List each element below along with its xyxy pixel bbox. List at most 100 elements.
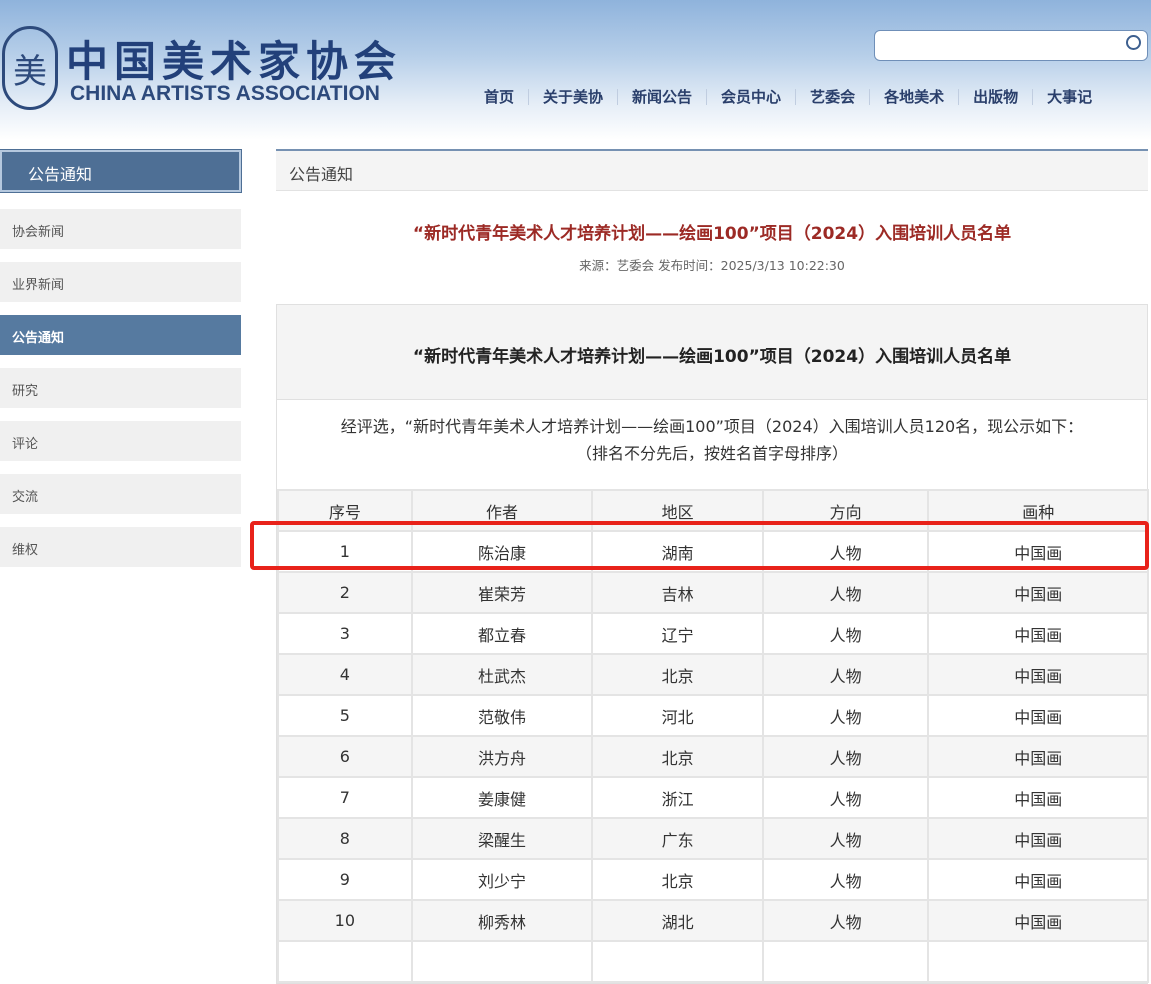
search-input[interactable]	[874, 30, 1148, 61]
table-cell: 人物	[761, 653, 930, 696]
table-cell: 人物	[761, 530, 930, 573]
table-cell: 中国画	[927, 571, 1149, 614]
logo-english[interactable]: CHINA ARTISTS ASSOCIATION	[70, 82, 380, 105]
table-row: 8 梁醒生 广东 人物 中国画	[277, 817, 1149, 860]
table-cell: 人物	[761, 899, 930, 942]
table-cell: 中国画	[927, 653, 1149, 696]
table-cell: 柳秀林	[410, 899, 594, 942]
table-cell: 人物	[761, 694, 930, 737]
site-header: 美 中国美术家协会 CHINA ARTISTS ASSOCIATION 首页 关于…	[0, 0, 1151, 140]
nav-separator	[795, 89, 797, 105]
table-row: 9 刘少宁 北京 人物 中国画	[277, 858, 1149, 901]
table-cell	[927, 940, 1149, 983]
table-cell: 辽宁	[591, 612, 764, 655]
nav-item[interactable]: 艺委会	[810, 88, 856, 106]
table-cell: 人物	[761, 817, 930, 860]
table-cell: 5	[277, 694, 413, 737]
nav-item[interactable]: 大事记	[1047, 88, 1093, 106]
table-row: 7 姜康健 浙江 人物 中国画	[277, 776, 1149, 819]
table-cell: 北京	[591, 858, 764, 901]
article-meta: 来源：艺委会 发布时间：2025/3/13 10:22:30	[579, 258, 845, 273]
table-cell: 中国画	[927, 858, 1149, 901]
candidate-table: 序号 作者 地区 方向 画种 1 陈治康 湖南 人物 中国画 2 崔荣芳 吉林 人物 中国画 3 都立春 辽宁 人物…	[277, 489, 1149, 983]
column-header: 方向	[761, 489, 930, 532]
table-cell: 北京	[591, 735, 764, 778]
table-cell: 4	[277, 653, 413, 696]
logo-chinese[interactable]: 中国美术家协会	[66, 37, 403, 86]
table-cell: 10	[277, 899, 413, 942]
table-cell: 梁醒生	[410, 817, 594, 860]
logo-emblem-icon[interactable]: 美	[2, 26, 58, 110]
table-cell: 刘少宁	[410, 858, 594, 901]
table-row: 3 都立春 辽宁 人物 中国画	[277, 612, 1149, 655]
table-cell: 湖北	[591, 899, 764, 942]
nav-item[interactable]: 新闻公告	[632, 88, 693, 106]
table-row: 6 洪方舟 北京 人物 中国画	[277, 735, 1149, 778]
table-cell: 人物	[761, 571, 930, 614]
table-cell: 崔荣芳	[410, 571, 594, 614]
column-header: 地区	[591, 489, 764, 532]
sidebar-item[interactable]: 研究	[0, 368, 241, 408]
nav-item[interactable]: 出版物	[973, 88, 1019, 106]
table-header: 序号 作者 地区 方向 画种	[277, 489, 1149, 532]
table-cell: 人物	[761, 776, 930, 819]
table-cell: 人物	[761, 735, 930, 778]
sidebar-item[interactable]: 公告通知	[0, 315, 241, 355]
table-row: 1 陈治康 湖南 人物 中国画	[277, 530, 1149, 573]
table-cell: 中国画	[927, 735, 1149, 778]
intro-line: 经评选，“新时代青年美术人才培养计划——绘画100”项目（2024）入围培训人员…	[340, 417, 1084, 436]
sidebar-title: 公告通知	[0, 149, 242, 193]
table-cell: 陈治康	[410, 530, 594, 573]
nav-separator	[1032, 89, 1034, 105]
search-icon[interactable]	[1126, 35, 1141, 50]
nav-item[interactable]: 各地美术	[884, 88, 945, 106]
table-cell: 洪方舟	[410, 735, 594, 778]
table-cell: 人物	[761, 612, 930, 655]
table-cell: 中国画	[927, 612, 1149, 655]
table-cell: 杜武杰	[410, 653, 594, 696]
table-row: 5 范敬伟 河北 人物 中国画	[277, 694, 1149, 737]
table-cell: 中国画	[927, 776, 1149, 819]
table-cell: 范敬伟	[410, 694, 594, 737]
nav-item[interactable]: 会员中心	[721, 88, 782, 106]
nav-item[interactable]: 关于美协	[543, 88, 604, 106]
table-cell: 3	[277, 612, 413, 655]
column-header: 序号	[277, 489, 413, 532]
sidebar-item[interactable]: 评论	[0, 421, 241, 461]
table-cell: 1	[277, 530, 413, 573]
table-cell: 都立春	[410, 612, 594, 655]
table-row: 10 柳秀林 湖北 人物 中国画	[277, 899, 1149, 942]
table-cell: 2	[277, 571, 413, 614]
table-cell: 广东	[591, 817, 764, 860]
table-cell: 7	[277, 776, 413, 819]
sidebar-item[interactable]: 业界新闻	[0, 262, 241, 302]
table-cell	[277, 940, 413, 983]
table-cell: 北京	[591, 653, 764, 696]
nav-separator	[958, 89, 960, 105]
table-cell: 湖南	[591, 530, 764, 573]
main-nav: 首页 关于美协 新闻公告 会员中心 艺委会 各地美术 出版物 大事记	[470, 86, 1106, 107]
article-title: “新时代青年美术人才培养计划——绘画100”项目（2024）入围培训人员名单	[412, 224, 1012, 244]
nav-item[interactable]: 首页	[484, 88, 515, 106]
table-cell: 9	[277, 858, 413, 901]
table-cell: 姜康健	[410, 776, 594, 819]
content-intro: 经评选，“新时代青年美术人才培养计划——绘画100”项目（2024）入围培训人员…	[277, 400, 1147, 489]
table-cell: 中国画	[927, 817, 1149, 860]
intro-note: （排名不分先后，按姓名首字母排序）	[575, 444, 848, 463]
table-cell: 中国画	[927, 899, 1149, 942]
nav-separator	[706, 89, 708, 105]
table-cell: 吉林	[591, 571, 764, 614]
section-heading: 公告通知	[276, 149, 1148, 191]
sidebar-item[interactable]: 协会新闻	[0, 209, 241, 249]
table-cell: 中国画	[927, 694, 1149, 737]
sidebar-item[interactable]: 维权	[0, 527, 241, 567]
sidebar-item[interactable]: 交流	[0, 474, 241, 514]
table-cell: 8	[277, 817, 413, 860]
nav-separator	[528, 89, 530, 105]
nav-separator	[617, 89, 619, 105]
table-cell	[761, 940, 930, 983]
table-cell: 中国画	[927, 530, 1149, 573]
content-title: “新时代青年美术人才培养计划——绘画100”项目（2024）入围培训人员名单	[277, 305, 1147, 400]
table-cell: 6	[277, 735, 413, 778]
table-row: 4 杜武杰 北京 人物 中国画	[277, 653, 1149, 696]
